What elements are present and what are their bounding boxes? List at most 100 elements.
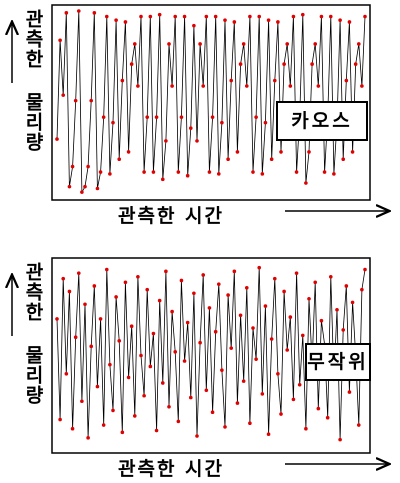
data-point [73,98,78,103]
data-point [160,177,165,182]
data-point [176,170,181,174]
data-point [257,265,262,270]
data-point [310,62,314,66]
data-point [55,137,59,141]
data-point [182,359,187,363]
data-point [126,150,131,154]
data-point [291,397,296,402]
data-point [204,14,209,19]
data-point [341,328,346,332]
data-point [297,382,302,387]
data-point [92,11,97,15]
data-point [232,20,237,24]
data-point [154,115,159,119]
annotation: 무작위 [305,343,371,381]
data-point [111,408,115,413]
data-point [328,14,333,19]
data-point [173,14,178,19]
data-point [244,285,249,290]
data-point [136,275,140,279]
data-point [226,293,230,297]
data-point [101,423,106,427]
data-point [173,350,178,354]
annotation: 카오스 [276,101,368,141]
data-point [108,172,112,176]
data-point [157,298,162,303]
data-point [223,425,227,429]
data-point [288,84,293,88]
data-point [86,436,90,440]
data-point [216,282,221,286]
data-point [260,392,265,396]
data-point [338,437,342,442]
data-point [241,379,246,383]
y-axis-label: 관측한 물리량 [22,9,44,152]
data-point [145,115,150,119]
x-axis-label: 관측한 시간 [118,458,225,480]
data-point [241,42,246,46]
data-point [198,42,202,46]
data-point [192,23,196,28]
data-point [210,115,215,119]
data-point [304,181,308,185]
data-point [101,115,106,119]
data-point [76,271,81,275]
series-line [56,10,366,194]
data-point [356,42,361,46]
data-point [67,289,72,294]
data-point [148,14,153,19]
data-point [164,139,168,143]
data-point [73,335,78,340]
data-point [210,410,215,415]
data-point [223,18,227,22]
data-point [192,291,196,296]
data-point [179,278,184,283]
data-point [353,62,358,66]
data-point [123,280,128,285]
data-point [61,93,66,97]
data-point [188,126,193,130]
data-point [145,287,150,292]
data-point [335,307,339,312]
data-point [67,184,72,189]
data-point [341,157,346,162]
y-axis-label: 관측한 물리량 [22,262,44,405]
data-point [89,98,94,103]
data-point [266,432,271,436]
data-point [344,78,349,83]
data-point [139,353,143,358]
data-point [360,287,364,292]
data-point [151,170,156,174]
data-point [117,157,122,162]
data-point [117,339,122,343]
data-point [92,284,97,288]
data-point [338,18,342,22]
data-point [235,150,240,154]
data-point [263,304,268,308]
data-point [114,18,118,22]
data-point [360,84,364,88]
data-point [98,317,103,321]
data-point [266,18,271,22]
data-point [179,115,184,119]
data-point [58,417,62,422]
data-point [350,150,355,154]
data-point [285,348,290,352]
data-point [89,344,94,349]
data-point [269,157,274,162]
data-point [226,157,230,162]
data-point [167,42,171,46]
data-point [291,14,296,19]
data-point [129,324,134,329]
data-point [235,401,240,405]
data-point [70,426,75,431]
data-point [285,42,290,46]
data-point [123,20,128,24]
data-point [356,423,361,427]
data-point [282,62,286,66]
data-point [347,20,352,24]
data-point [139,14,143,19]
data-point [142,170,146,174]
